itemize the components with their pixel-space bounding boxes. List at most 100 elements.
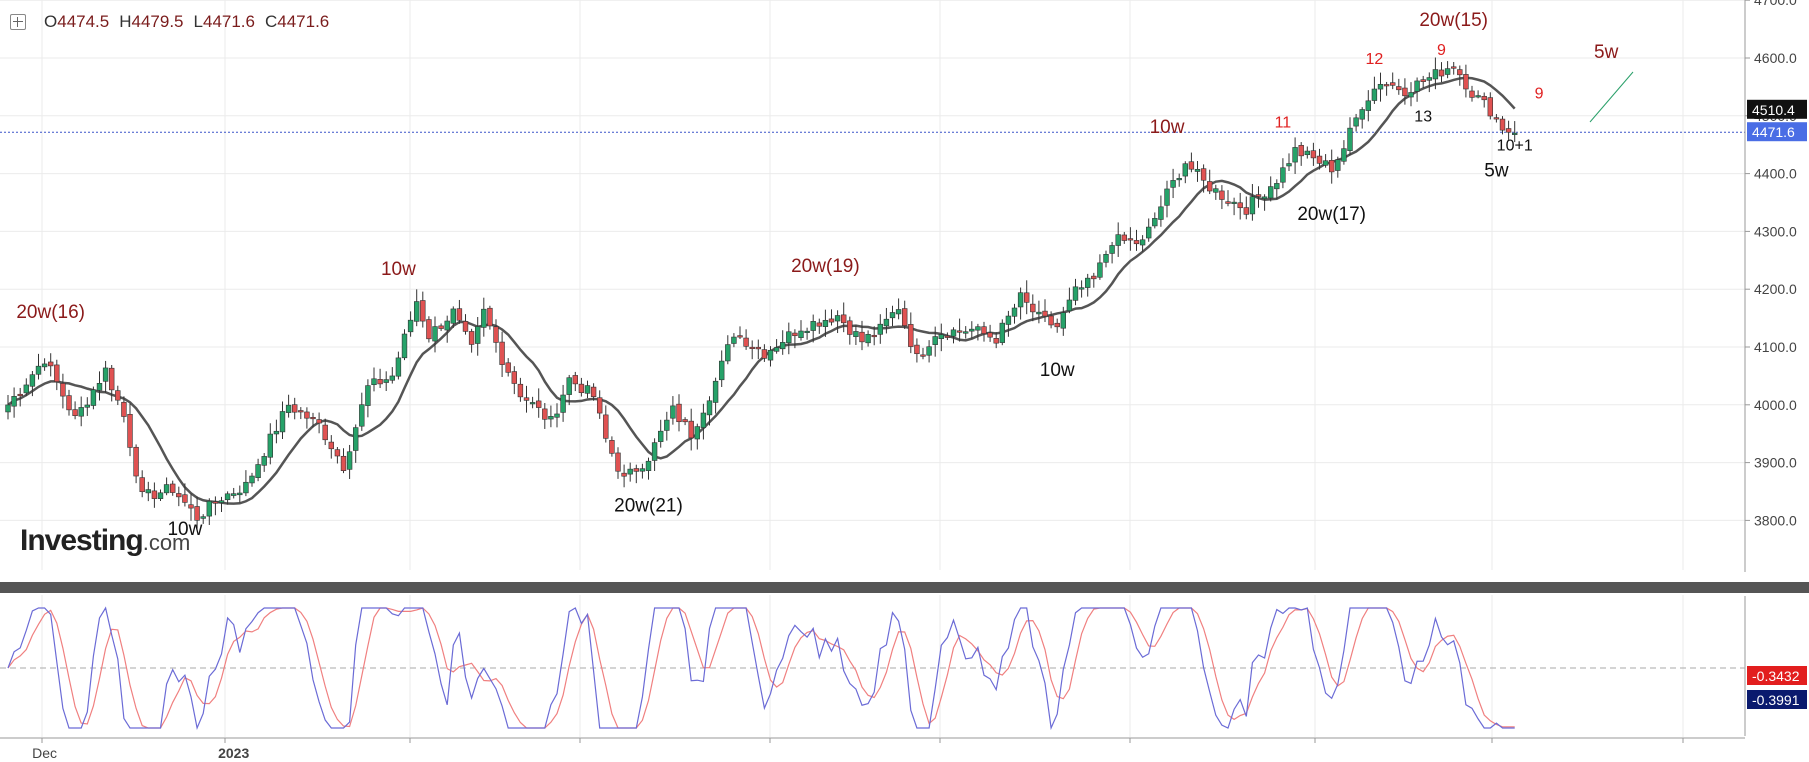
candle[interactable] [700, 403, 707, 440]
candle[interactable] [816, 318, 823, 334]
candle[interactable] [1170, 168, 1176, 199]
candle[interactable] [1249, 184, 1256, 221]
candle[interactable] [371, 367, 377, 392]
candle[interactable] [1091, 272, 1097, 288]
candle[interactable] [596, 390, 603, 419]
candle[interactable] [200, 514, 206, 524]
candle[interactable] [603, 405, 609, 443]
candle[interactable] [566, 374, 572, 406]
candle[interactable] [572, 371, 579, 392]
candle[interactable] [78, 396, 84, 427]
candle[interactable] [334, 446, 341, 464]
candle[interactable] [279, 401, 286, 440]
candle[interactable] [609, 436, 615, 457]
candle[interactable] [1310, 142, 1317, 166]
candle[interactable] [1024, 280, 1030, 315]
candle[interactable] [1408, 82, 1414, 107]
candle[interactable] [1261, 194, 1268, 211]
candle[interactable] [981, 321, 987, 342]
candle[interactable] [72, 401, 78, 420]
candle[interactable] [310, 412, 316, 428]
candle[interactable] [1322, 154, 1329, 168]
candle[interactable] [359, 392, 365, 431]
price-axis[interactable]: 4700.04600.04500.04400.04300.04200.04100… [1744, 0, 1807, 572]
candle[interactable] [1280, 158, 1286, 189]
candle[interactable] [901, 300, 908, 330]
candle[interactable] [346, 444, 353, 479]
candle[interactable] [481, 297, 487, 337]
candle[interactable] [1115, 222, 1121, 257]
candle[interactable] [956, 318, 963, 342]
candle[interactable] [511, 366, 517, 395]
candle[interactable] [755, 339, 762, 360]
candle[interactable] [926, 340, 932, 363]
candle[interactable] [962, 326, 969, 339]
candle[interactable] [1475, 90, 1481, 99]
candle[interactable] [840, 302, 847, 333]
candle[interactable] [487, 305, 493, 330]
candle[interactable] [847, 316, 853, 345]
candle[interactable] [1213, 184, 1219, 200]
candle[interactable] [682, 417, 688, 426]
candle[interactable] [383, 371, 389, 391]
candle[interactable] [767, 346, 774, 367]
candle[interactable] [1432, 57, 1439, 90]
candle[interactable] [1030, 294, 1036, 322]
candle[interactable] [1103, 250, 1109, 268]
candle[interactable] [499, 331, 505, 377]
candle[interactable] [1097, 254, 1103, 280]
candle[interactable] [1036, 300, 1042, 324]
candle[interactable] [1377, 72, 1384, 102]
oscillator-panel[interactable]: -0.3432 -0.3991 [0, 596, 1807, 736]
candle[interactable] [261, 453, 267, 472]
candle[interactable] [999, 319, 1006, 346]
candle[interactable] [944, 332, 951, 341]
candle[interactable] [651, 438, 658, 472]
candle[interactable] [413, 289, 420, 327]
candle[interactable] [1158, 195, 1164, 227]
candle[interactable] [267, 423, 273, 465]
candle[interactable] [578, 377, 585, 397]
candle[interactable] [468, 328, 475, 353]
candle[interactable] [853, 325, 859, 346]
candle[interactable] [1316, 148, 1323, 170]
candle[interactable] [115, 385, 121, 406]
candle[interactable] [914, 338, 920, 363]
candle[interactable] [1017, 287, 1024, 320]
candle[interactable] [218, 496, 225, 512]
candle[interactable] [182, 483, 188, 507]
candle[interactable] [1347, 117, 1353, 156]
candlesticks[interactable] [5, 57, 1518, 529]
candle[interactable] [237, 485, 243, 503]
candle[interactable] [1255, 186, 1262, 208]
candle[interactable] [121, 396, 127, 423]
candle[interactable] [188, 493, 194, 521]
candle[interactable] [127, 403, 133, 457]
candle[interactable] [1463, 64, 1469, 98]
candle[interactable] [377, 368, 383, 388]
candle[interactable] [35, 353, 42, 380]
candle[interactable] [828, 309, 835, 326]
candle[interactable] [1188, 152, 1195, 173]
candle[interactable] [633, 464, 640, 484]
candle[interactable] [170, 480, 176, 496]
candle[interactable] [249, 472, 255, 487]
candle[interactable] [456, 299, 463, 324]
expand-icon[interactable] [10, 14, 26, 30]
candle[interactable] [1274, 179, 1280, 200]
candle[interactable] [804, 327, 810, 340]
candle[interactable] [1243, 196, 1250, 220]
candle[interactable] [1359, 107, 1365, 129]
candle[interactable] [761, 344, 768, 362]
candle[interactable] [895, 298, 902, 320]
candle[interactable] [176, 486, 182, 507]
candle[interactable] [23, 378, 29, 397]
candle[interactable] [1066, 287, 1073, 314]
candle[interactable] [1011, 303, 1018, 324]
candle[interactable] [1237, 192, 1243, 220]
candle[interactable] [694, 423, 701, 450]
candle[interactable] [96, 371, 103, 401]
candle[interactable] [932, 326, 938, 357]
candle[interactable] [194, 496, 200, 529]
